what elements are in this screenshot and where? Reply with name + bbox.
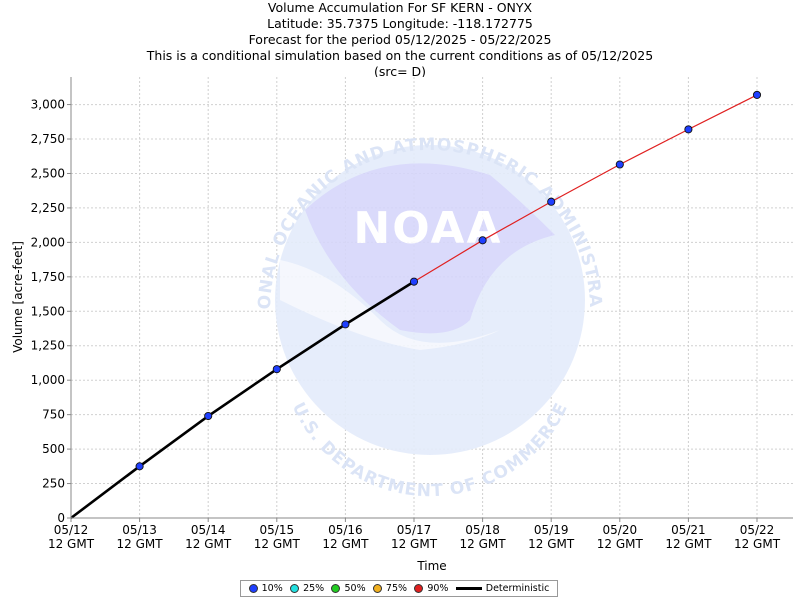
data-point-10 [478, 236, 487, 245]
legend-dot-swatch [414, 584, 424, 593]
x-tick-sublabel: 12 GMT [734, 537, 781, 551]
x-tick-sublabel: 12 GMT [391, 537, 438, 551]
legend-label: 25% [303, 583, 325, 594]
y-tick-label: 0 [57, 511, 65, 525]
chart-subtitle-source: (src= D) [373, 64, 427, 79]
x-tick-label: 05/19 [534, 523, 569, 537]
legend-label: 50% [344, 583, 366, 594]
x-tick-sublabel: 12 GMT [254, 537, 301, 551]
y-tick-label: 1,750 [31, 270, 65, 284]
chart-title: Volume Accumulation For SF KERN - ONYX [267, 0, 533, 15]
watermark-wave [280, 260, 500, 350]
y-tick-label: 2,000 [31, 235, 65, 249]
series-line-90 [413, 94, 758, 283]
x-tick-sublabel: 12 GMT [117, 537, 164, 551]
y-tick-label: 750 [42, 408, 65, 422]
series-lines [70, 94, 758, 520]
y-axis-ticks: 0 250 500 750 1,000 1,250 1,500 1,750 2,000 2,250… [31, 98, 71, 525]
y-tick-label: 2,750 [31, 132, 65, 146]
legend-item: 25% [290, 583, 324, 594]
x-tick-sublabel: 12 GMT [528, 537, 575, 551]
series-line-deterministic [70, 280, 415, 520]
y-tick-label: 3,000 [31, 98, 65, 112]
data-point-10 [409, 277, 419, 286]
data-point-10 [752, 90, 762, 99]
data-point-10 [204, 411, 213, 421]
chart-legend: 10% 25% 50% 75% 90% Deterministic [240, 580, 558, 597]
legend-dot-swatch [248, 584, 258, 593]
legend-label: 10% [261, 583, 283, 594]
x-tick-sublabel: 12 GMT [322, 537, 369, 551]
y-tick-label: 1,000 [31, 373, 65, 387]
x-tick-label: 05/12 [54, 523, 89, 537]
x-axis-title: Time [416, 559, 446, 573]
x-tick-sublabel: 12 GMT [460, 537, 507, 551]
watermark-logo: NOAA [353, 203, 502, 254]
x-tick-label: 05/17 [397, 523, 432, 537]
x-tick-sublabel: 12 GMT [665, 537, 712, 551]
x-tick-label: 05/20 [603, 523, 638, 537]
chart-subtitle-period: Forecast for the period 05/12/2025 - 05/… [248, 32, 552, 47]
legend-item: 50% [331, 583, 366, 594]
data-point-10 [547, 197, 556, 206]
y-tick-label: 1,500 [31, 304, 65, 318]
y-tick-label: 1,250 [31, 339, 65, 353]
legend-line-swatch [455, 587, 482, 590]
x-tick-sublabel: 12 GMT [48, 537, 95, 551]
chart-subtitle-condition: This is a conditional simulation based o… [146, 48, 654, 63]
y-tick-label: 2,250 [31, 201, 65, 215]
data-point-10 [135, 462, 144, 471]
y-tick-label: 2,500 [31, 166, 65, 180]
y-axis-title: Volume [acre-feet] [11, 241, 25, 353]
x-tick-label: 05/16 [328, 523, 363, 537]
data-point-10 [684, 125, 693, 134]
legend-item: Deterministic [455, 583, 550, 594]
legend-dot-swatch [290, 584, 300, 593]
legend-label: 90% [427, 583, 449, 594]
legend-item: 10% [248, 583, 283, 594]
x-tick-label: 05/18 [465, 523, 500, 537]
x-tick-label: 05/13 [122, 523, 157, 537]
legend-label: 75% [385, 583, 408, 594]
x-tick-label: 05/22 [740, 523, 775, 537]
watermark-seagull [305, 163, 555, 334]
x-tick-label: 05/21 [671, 523, 706, 537]
data-point-10 [341, 320, 350, 329]
data-point-10 [272, 365, 281, 374]
chart-subtitle-location: Latitude: 35.7375 Longitude: -118.172775 [267, 16, 533, 31]
data-point-10 [615, 160, 624, 169]
legend-item: 75% [372, 583, 408, 594]
legend-item: 90% [414, 583, 448, 594]
series-points [135, 90, 762, 471]
x-tick-sublabel: 12 GMT [597, 537, 644, 551]
x-tick-label: 05/14 [191, 523, 226, 537]
legend-dot-swatch [331, 584, 341, 593]
x-tick-sublabel: 12 GMT [185, 537, 232, 551]
legend-dot-swatch [372, 584, 382, 593]
y-tick-label: 250 [42, 477, 65, 491]
chart-title-block: Volume Accumulation For SF KERN - ONYX L… [0, 0, 800, 80]
y-tick-label: 500 [42, 442, 65, 456]
x-tick-label: 05/15 [260, 523, 295, 537]
legend-label: Deterministic [485, 583, 550, 594]
